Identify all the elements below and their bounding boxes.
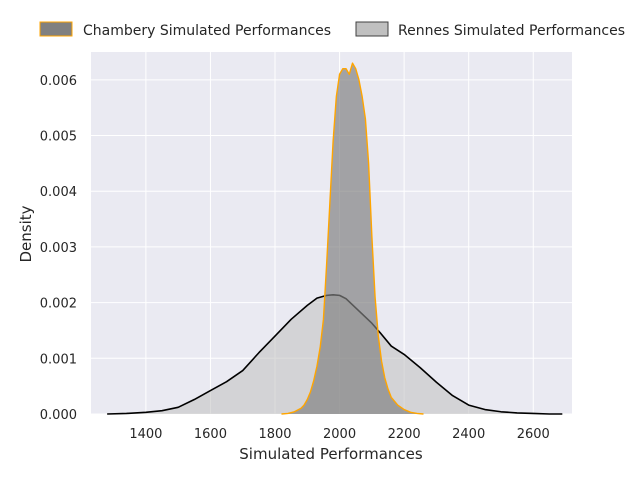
legend-label-rennes: Rennes Simulated Performances	[398, 23, 625, 39]
y-tick-label: 0.006	[40, 74, 77, 89]
y-tick-label: 0.002	[40, 297, 77, 312]
legend: Chambery Simulated Performances Rennes S…	[39, 21, 625, 39]
legend-label-chambery: Chambery Simulated Performances	[83, 23, 331, 39]
x-tick-label: 1800	[258, 427, 291, 442]
y-tick-label: 0.005	[40, 130, 77, 145]
x-tick-label: 1400	[129, 427, 162, 442]
density-fill-0	[281, 63, 424, 414]
x-tick-label: 1600	[194, 427, 227, 442]
y-tick-label: 0.004	[40, 185, 77, 200]
y-axis-label: Density	[17, 205, 35, 262]
x-tick-labels: 1400 1600 1800 2000 2200 2400 2600	[129, 427, 549, 442]
x-tick-label: 2400	[452, 427, 485, 442]
x-tick-label: 2600	[517, 427, 550, 442]
legend-swatch-chambery	[39, 21, 73, 37]
y-tick-label: 0.001	[40, 352, 77, 367]
x-tick-label: 2000	[323, 427, 356, 442]
y-tick-label: 0.003	[40, 241, 77, 256]
density-areas	[107, 62, 563, 415]
x-tick-label: 2200	[388, 427, 421, 442]
x-axis-label: Simulated Performances	[239, 445, 423, 463]
y-tick-labels: 0.000 0.001 0.002 0.003 0.004 0.005 0.006	[40, 74, 77, 423]
legend-swatch-rennes	[355, 21, 389, 37]
y-tick-label: 0.000	[40, 408, 77, 423]
density-line-0	[281, 62, 424, 415]
